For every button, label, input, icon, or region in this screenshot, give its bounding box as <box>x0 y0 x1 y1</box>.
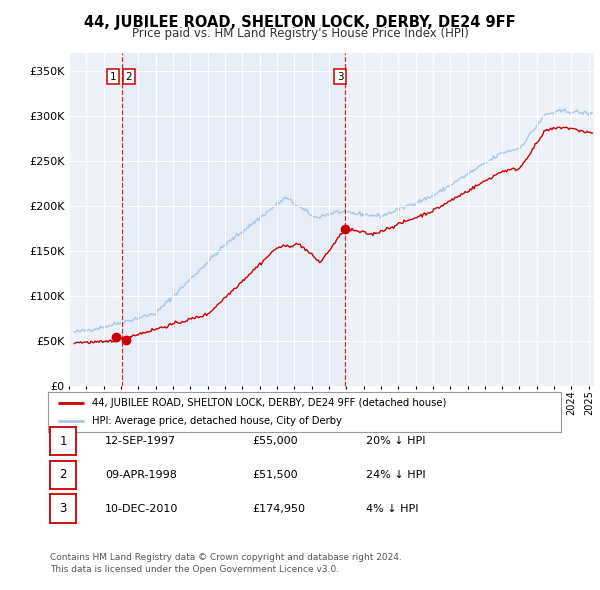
Text: 2: 2 <box>59 468 67 481</box>
Text: £55,000: £55,000 <box>252 437 298 446</box>
Text: 12-SEP-1997: 12-SEP-1997 <box>105 437 176 446</box>
Text: 4% ↓ HPI: 4% ↓ HPI <box>366 504 419 513</box>
Text: £174,950: £174,950 <box>252 504 305 513</box>
Text: 10-DEC-2010: 10-DEC-2010 <box>105 504 178 513</box>
Text: 09-APR-1998: 09-APR-1998 <box>105 470 177 480</box>
Text: £51,500: £51,500 <box>252 470 298 480</box>
Text: This data is licensed under the Open Government Licence v3.0.: This data is licensed under the Open Gov… <box>50 565 339 574</box>
Text: 2: 2 <box>125 71 132 81</box>
Text: Price paid vs. HM Land Registry's House Price Index (HPI): Price paid vs. HM Land Registry's House … <box>131 27 469 40</box>
Text: HPI: Average price, detached house, City of Derby: HPI: Average price, detached house, City… <box>92 416 341 426</box>
Text: 1: 1 <box>110 71 116 81</box>
Bar <box>122 53 345 386</box>
Text: 44, JUBILEE ROAD, SHELTON LOCK, DERBY, DE24 9FF (detached house): 44, JUBILEE ROAD, SHELTON LOCK, DERBY, D… <box>92 398 446 408</box>
Text: 24% ↓ HPI: 24% ↓ HPI <box>366 470 425 480</box>
Text: 3: 3 <box>59 502 67 515</box>
Text: Contains HM Land Registry data © Crown copyright and database right 2024.: Contains HM Land Registry data © Crown c… <box>50 553 401 562</box>
Text: 1: 1 <box>59 435 67 448</box>
Text: 20% ↓ HPI: 20% ↓ HPI <box>366 437 425 446</box>
Text: 3: 3 <box>337 71 343 81</box>
Text: 44, JUBILEE ROAD, SHELTON LOCK, DERBY, DE24 9FF: 44, JUBILEE ROAD, SHELTON LOCK, DERBY, D… <box>84 15 516 30</box>
